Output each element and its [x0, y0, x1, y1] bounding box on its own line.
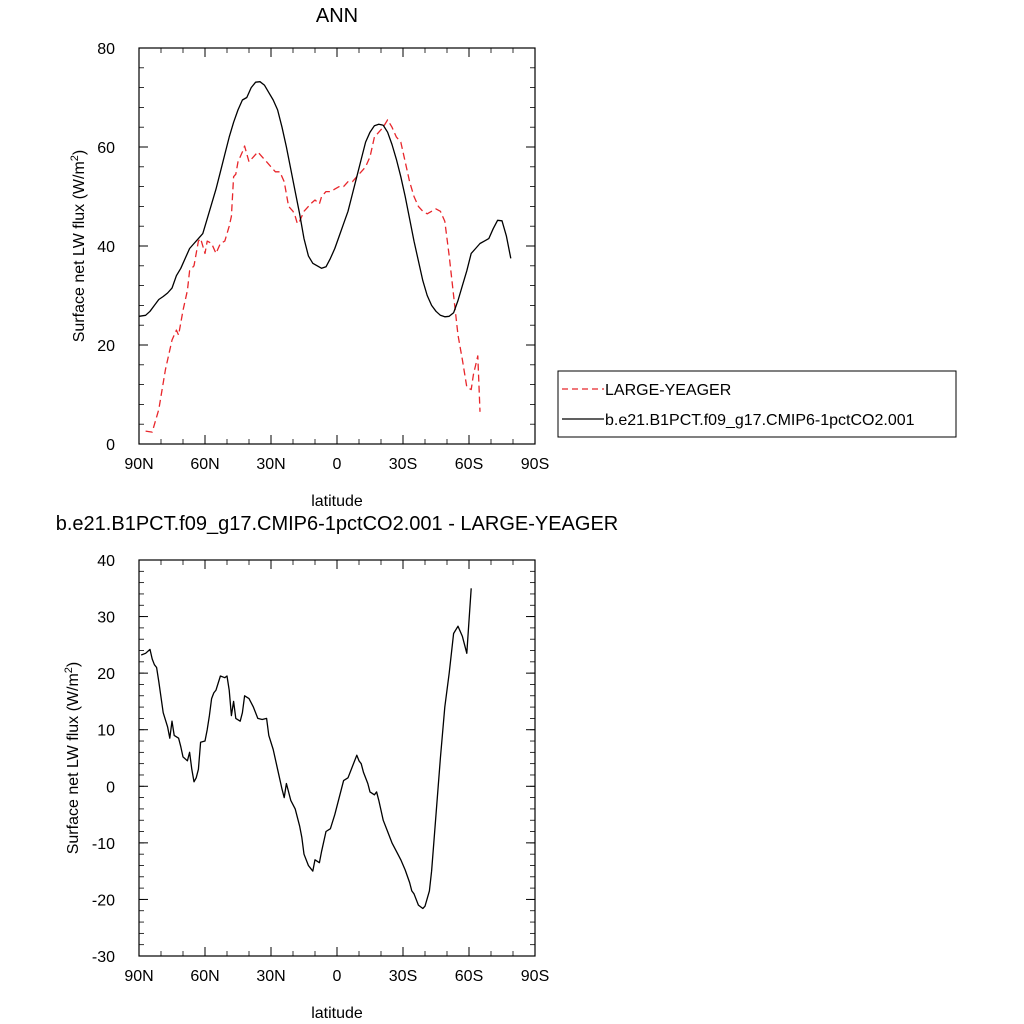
legend-box	[557, 370, 957, 438]
bottom-y-tick-label: 30	[97, 610, 115, 627]
bottom-x-tick-label: 90S	[521, 968, 549, 985]
top-y-tick-label: 80	[97, 41, 115, 58]
top-y-tick-label: 40	[97, 239, 115, 256]
bottom-y-tick-label: -10	[92, 836, 115, 853]
top-x-tick-label: 0	[333, 456, 342, 473]
top-chart-panel: ANN 90N 60N 30N 0 30S 60S 90S 0 20 40 60 80 latitud…	[69, 5, 549, 510]
bottom-chart-frame	[138, 559, 536, 957]
top-x-tick-label: 90S	[521, 456, 549, 473]
bottom-series-line-0	[140, 588, 472, 910]
bottom-y-axis-label: Surface net LW flux (W/m2)	[63, 662, 82, 855]
legend-label-b-e21: b.e21.B1PCT.f09_g17.CMIP6-1pctCO2.001	[605, 412, 915, 429]
bottom-y-tick-label: -20	[92, 892, 115, 909]
top-x-tick-label: 30N	[256, 456, 285, 473]
top-chart-title: ANN	[316, 5, 358, 27]
bottom-x-tick-label: 30S	[389, 968, 417, 985]
top-series-line-1	[138, 81, 512, 318]
top-x-tick-label: 90N	[124, 456, 153, 473]
bottom-x-tick-label: 60S	[455, 968, 483, 985]
bottom-y-tick-label: 20	[97, 666, 115, 683]
bottom-x-tick-label: 90N	[124, 968, 153, 985]
bottom-x-tick-label: 30N	[256, 968, 285, 985]
top-x-tick-label: 60S	[455, 456, 483, 473]
top-y-axis-label-superscript: 2	[69, 155, 81, 161]
top-chart-frame	[138, 47, 536, 445]
bottom-chart-axes: 90N 60N 30N 0 30S 60S 90S -30 -20 -10 0 10 20 30 40	[92, 553, 549, 985]
top-x-tick-label: 30S	[389, 456, 417, 473]
bottom-x-tick-label: 0	[333, 968, 342, 985]
bottom-y-tick-label: 10	[97, 723, 115, 740]
bottom-y-tick-label: -30	[92, 949, 115, 966]
top-x-tick-label: 60N	[190, 456, 219, 473]
top-series-line-0	[145, 119, 481, 433]
bottom-x-axis-label: latitude	[311, 1005, 363, 1022]
bottom-chart-series	[140, 588, 472, 910]
bottom-x-tick-label: 60N	[190, 968, 219, 985]
legend-label-large-yeager: LARGE-YEAGER	[605, 382, 731, 399]
bottom-y-tick-label: 0	[106, 779, 115, 796]
top-y-tick-label: 60	[97, 140, 115, 157]
bottom-chart-title: b.e21.B1PCT.f09_g17.CMIP6-1pctCO2.001 - …	[56, 513, 619, 535]
top-chart-axes: 90N 60N 30N 0 30S 60S 90S 0 20 40 60 80	[97, 41, 549, 473]
top-x-axis-label: latitude	[311, 493, 363, 510]
top-y-axis-label: Surface net LW flux (W/m2)	[69, 150, 88, 343]
top-y-tick-label: 20	[97, 338, 115, 355]
bottom-chart-panel: b.e21.B1PCT.f09_g17.CMIP6-1pctCO2.001 - …	[56, 513, 619, 1022]
bottom-y-tick-label: 40	[97, 553, 115, 570]
legend: LARGE-YEAGER b.e21.B1PCT.f09_g17.CMIP6-1…	[557, 370, 957, 438]
top-chart-series	[138, 81, 512, 433]
bottom-y-axis-label-superscript: 2	[63, 667, 75, 673]
top-y-tick-label: 0	[106, 437, 115, 454]
